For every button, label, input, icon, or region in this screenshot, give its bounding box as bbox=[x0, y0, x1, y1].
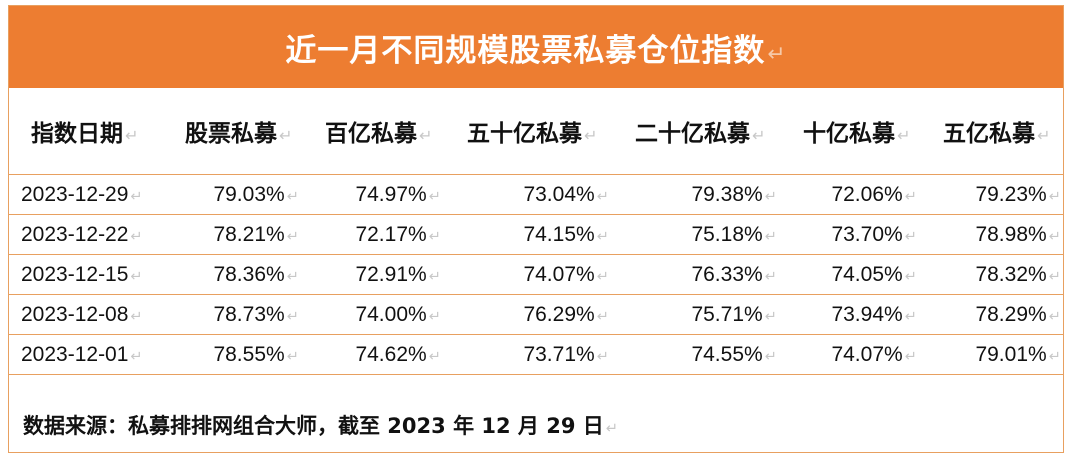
cell-5b: 74.07% ↵ bbox=[443, 254, 611, 295]
cell-mark-icon: ↵ bbox=[428, 268, 441, 285]
cell-mark-icon: ↵ bbox=[596, 268, 609, 285]
cell-mark-icon: ↵ bbox=[1048, 308, 1061, 325]
cell-stock-private: 78.21% ↵ bbox=[161, 214, 301, 255]
cell-10b: 74.00% ↵ bbox=[301, 294, 443, 335]
cell-mark-icon: ↵ bbox=[1037, 126, 1051, 145]
cell-mark-icon: ↵ bbox=[286, 268, 299, 285]
data-source-note: 数据来源：私募排排网组合大师，截至 2023 年 12 月 29 日 ↵ bbox=[23, 414, 619, 438]
cell-mark-icon: ↵ bbox=[286, 228, 299, 245]
table-title: 近一月不同规模股票私募仓位指数↵ bbox=[285, 32, 787, 69]
position-index-table: 指数日期 ↵ 股票私募 ↵ 百亿私募 ↵ 五十亿私募 ↵ 二十亿私募 ↵ 十亿私募 ↵ 五亿… bbox=[9, 88, 1063, 375]
table-row: 2023-12-15 ↵ 78.36% ↵ 72.91% ↵ 74.07% ↵ 76.33% ↵ 7… bbox=[9, 254, 1063, 295]
cell-mark-icon: ↵ bbox=[752, 126, 766, 145]
title-bar: 近一月不同规模股票私募仓位指数↵ bbox=[9, 6, 1063, 88]
cell-mark-icon: ↵ bbox=[904, 268, 917, 285]
header-2b: 二十亿私募 ↵ bbox=[611, 88, 779, 175]
header-row: 指数日期 ↵ 股票私募 ↵ 百亿私募 ↵ 五十亿私募 ↵ 二十亿私募 ↵ 十亿私募 ↵ 五亿… bbox=[9, 88, 1063, 175]
header-5b: 五十亿私募 ↵ bbox=[443, 88, 611, 175]
cell-mark-icon: ↵ bbox=[130, 348, 143, 365]
cell-10b: 74.62% ↵ bbox=[301, 334, 443, 375]
cell-stock-private: 78.55% ↵ bbox=[161, 334, 301, 375]
cell-date: 2023-12-01 ↵ bbox=[9, 334, 161, 375]
table-row: 2023-12-22 ↵ 78.21% ↵ 72.17% ↵ 74.15% ↵ 75.18% ↵ 7… bbox=[9, 214, 1063, 255]
cell-mark-icon: ↵ bbox=[279, 126, 293, 145]
cell-mark-icon: ↵ bbox=[584, 126, 598, 145]
cell-mark-icon: ↵ bbox=[130, 308, 143, 325]
cell-5b: 76.29% ↵ bbox=[443, 294, 611, 335]
cell-mark-icon: ↵ bbox=[130, 228, 143, 245]
cell-mark-icon: ↵ bbox=[130, 188, 143, 205]
cell-500m: 78.29% ↵ bbox=[919, 294, 1063, 335]
cell-mark-icon: ↵ bbox=[764, 348, 777, 365]
cell-mark-icon: ↵ bbox=[596, 348, 609, 365]
cell-500m: 78.98% ↵ bbox=[919, 214, 1063, 255]
cell-mark-icon: ↵ bbox=[286, 308, 299, 325]
cell-2b: 75.71% ↵ bbox=[611, 294, 779, 335]
cell-1b: 74.07% ↵ bbox=[779, 334, 919, 375]
cell-mark-icon: ↵ bbox=[1048, 188, 1061, 205]
cell-stock-private: 79.03% ↵ bbox=[161, 174, 301, 215]
cell-10b: 72.91% ↵ bbox=[301, 254, 443, 295]
cell-mark-icon: ↵ bbox=[764, 188, 777, 205]
cell-mark-icon: ↵ bbox=[428, 188, 441, 205]
table-row: 2023-12-01 ↵ 78.55% ↵ 74.62% ↵ 73.71% ↵ 74.55% ↵ 7… bbox=[9, 334, 1063, 375]
cell-mark-icon: ↵ bbox=[904, 308, 917, 325]
header-date: 指数日期 ↵ bbox=[9, 88, 161, 175]
cell-mark-icon: ↵ bbox=[904, 188, 917, 205]
cell-date: 2023-12-08 ↵ bbox=[9, 294, 161, 335]
cell-mark-icon: ↵ bbox=[419, 126, 433, 145]
cell-date: 2023-12-22 ↵ bbox=[9, 214, 161, 255]
cell-5b: 74.15% ↵ bbox=[443, 214, 611, 255]
cell-mark-icon: ↵ bbox=[286, 348, 299, 365]
cell-mark-icon: ↵ bbox=[764, 268, 777, 285]
cell-mark-icon: ↵ bbox=[428, 308, 441, 325]
cell-mark-icon: ↵ bbox=[596, 228, 609, 245]
cell-5b: 73.04% ↵ bbox=[443, 174, 611, 215]
cell-500m: 79.01% ↵ bbox=[919, 334, 1063, 375]
cell-1b: 73.70% ↵ bbox=[779, 214, 919, 255]
cell-mark-icon: ↵ bbox=[125, 126, 139, 145]
cell-mark-icon: ↵ bbox=[1048, 268, 1061, 285]
cell-mark-icon: ↵ bbox=[764, 228, 777, 245]
cell-mark-icon: ↵ bbox=[904, 348, 917, 365]
header-stock-private: 股票私募 ↵ bbox=[161, 88, 301, 175]
cell-mark-icon: ↵ bbox=[1048, 228, 1061, 245]
header-1b: 十亿私募 ↵ bbox=[779, 88, 919, 175]
cell-500m: 79.23% ↵ bbox=[919, 174, 1063, 215]
paragraph-mark-icon: ↵ bbox=[605, 420, 619, 437]
cell-mark-icon: ↵ bbox=[596, 188, 609, 205]
cell-mark-icon: ↵ bbox=[130, 268, 143, 285]
cell-2b: 76.33% ↵ bbox=[611, 254, 779, 295]
cell-10b: 72.17% ↵ bbox=[301, 214, 443, 255]
cell-mark-icon: ↵ bbox=[904, 228, 917, 245]
cell-mark-icon: ↵ bbox=[286, 188, 299, 205]
paragraph-mark-icon: ↵ bbox=[767, 41, 787, 67]
header-10b: 百亿私募 ↵ bbox=[301, 88, 443, 175]
header-500m: 五亿私募 ↵ bbox=[919, 88, 1063, 175]
cell-500m: 78.32% ↵ bbox=[919, 254, 1063, 295]
cell-2b: 75.18% ↵ bbox=[611, 214, 779, 255]
cell-5b: 73.71% ↵ bbox=[443, 334, 611, 375]
cell-date: 2023-12-15 ↵ bbox=[9, 254, 161, 295]
cell-stock-private: 78.36% ↵ bbox=[161, 254, 301, 295]
cell-1b: 73.94% ↵ bbox=[779, 294, 919, 335]
cell-stock-private: 78.73% ↵ bbox=[161, 294, 301, 335]
cell-mark-icon: ↵ bbox=[428, 228, 441, 245]
cell-1b: 74.05% ↵ bbox=[779, 254, 919, 295]
table-row: 2023-12-08 ↵ 78.73% ↵ 74.00% ↵ 76.29% ↵ 75.71% ↵ 7… bbox=[9, 294, 1063, 335]
table-row: 2023-12-29 ↵ 79.03% ↵ 74.97% ↵ 73.04% ↵ 79.38% ↵ 7… bbox=[9, 174, 1063, 215]
cell-2b: 79.38% ↵ bbox=[611, 174, 779, 215]
document-frame: 近一月不同规模股票私募仓位指数↵ 指数日期 ↵ 股票私募 ↵ 百亿私募 ↵ 五十亿私募… bbox=[8, 5, 1064, 453]
cell-mark-icon: ↵ bbox=[764, 308, 777, 325]
cell-10b: 74.97% ↵ bbox=[301, 174, 443, 215]
cell-1b: 72.06% ↵ bbox=[779, 174, 919, 215]
cell-mark-icon: ↵ bbox=[897, 126, 911, 145]
cell-date: 2023-12-29 ↵ bbox=[9, 174, 161, 215]
cell-mark-icon: ↵ bbox=[1048, 348, 1061, 365]
cell-2b: 74.55% ↵ bbox=[611, 334, 779, 375]
cell-mark-icon: ↵ bbox=[428, 348, 441, 365]
cell-mark-icon: ↵ bbox=[596, 308, 609, 325]
